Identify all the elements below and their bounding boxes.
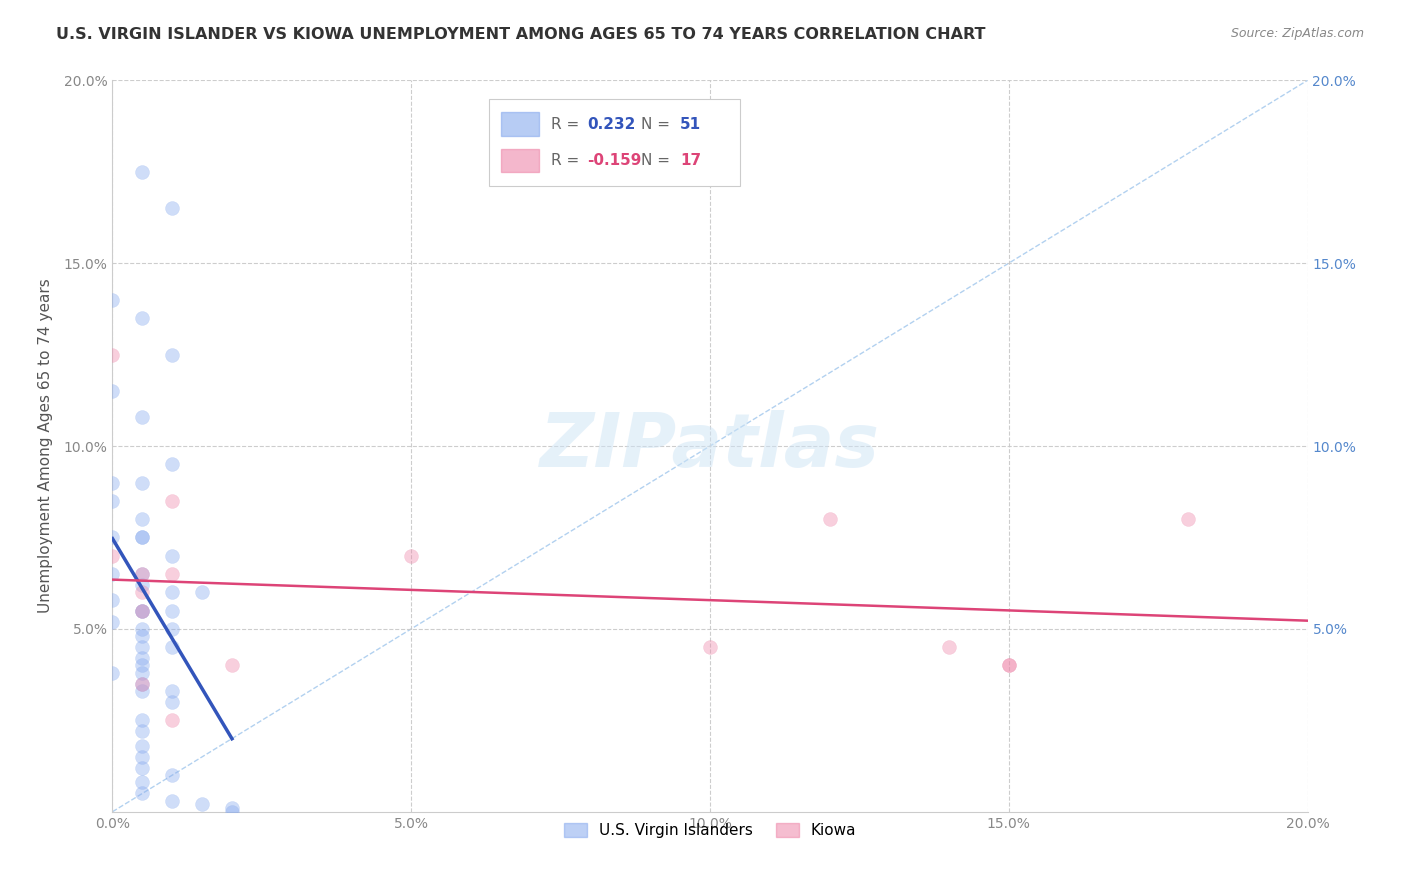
Point bbox=[818, 512, 841, 526]
Point bbox=[101, 530, 124, 544]
Point bbox=[998, 658, 1021, 673]
Text: R =: R = bbox=[551, 117, 585, 132]
FancyBboxPatch shape bbox=[501, 112, 538, 136]
Text: 17: 17 bbox=[681, 153, 702, 169]
Point bbox=[131, 578, 153, 592]
Y-axis label: Unemployment Among Ages 65 to 74 years: Unemployment Among Ages 65 to 74 years bbox=[38, 278, 52, 614]
Point bbox=[162, 695, 183, 709]
Point bbox=[131, 665, 153, 680]
Point bbox=[131, 761, 153, 775]
Point bbox=[131, 603, 153, 617]
FancyBboxPatch shape bbox=[489, 99, 740, 186]
Point bbox=[131, 310, 153, 325]
Point bbox=[162, 347, 183, 362]
Point bbox=[131, 530, 153, 544]
Point bbox=[162, 549, 183, 563]
Point bbox=[131, 567, 153, 582]
Point bbox=[101, 475, 124, 490]
Point bbox=[131, 567, 153, 582]
Point bbox=[162, 603, 183, 617]
Point bbox=[131, 640, 153, 655]
Point bbox=[162, 585, 183, 599]
Point bbox=[938, 640, 960, 655]
Point bbox=[162, 457, 183, 471]
Point bbox=[101, 567, 124, 582]
Point bbox=[131, 749, 153, 764]
Point bbox=[101, 494, 124, 508]
Point bbox=[162, 768, 183, 782]
Point bbox=[162, 684, 183, 698]
Point bbox=[221, 805, 243, 819]
Point bbox=[699, 640, 721, 655]
Point bbox=[998, 658, 1021, 673]
Text: ZIPatlas: ZIPatlas bbox=[540, 409, 880, 483]
Point bbox=[131, 603, 153, 617]
Point bbox=[221, 658, 243, 673]
Point bbox=[1177, 512, 1199, 526]
Text: -0.159: -0.159 bbox=[586, 153, 641, 169]
Point bbox=[191, 797, 214, 812]
Point bbox=[101, 384, 124, 398]
Point bbox=[101, 665, 124, 680]
Point bbox=[162, 201, 183, 215]
Text: 0.232: 0.232 bbox=[586, 117, 636, 132]
Point bbox=[162, 622, 183, 636]
Text: U.S. VIRGIN ISLANDER VS KIOWA UNEMPLOYMENT AMONG AGES 65 TO 74 YEARS CORRELATION: U.S. VIRGIN ISLANDER VS KIOWA UNEMPLOYME… bbox=[56, 27, 986, 42]
Point bbox=[131, 775, 153, 789]
Point bbox=[101, 615, 124, 629]
Point bbox=[131, 676, 153, 690]
FancyBboxPatch shape bbox=[501, 149, 538, 172]
Point bbox=[101, 592, 124, 607]
Point bbox=[131, 603, 153, 617]
Point bbox=[131, 684, 153, 698]
Point bbox=[131, 475, 153, 490]
Point bbox=[131, 512, 153, 526]
Point bbox=[131, 714, 153, 728]
Text: N =: N = bbox=[641, 117, 675, 132]
Point bbox=[131, 739, 153, 753]
Point bbox=[162, 714, 183, 728]
Text: N =: N = bbox=[641, 153, 675, 169]
Text: R =: R = bbox=[551, 153, 585, 169]
Point bbox=[131, 787, 153, 801]
Point bbox=[131, 651, 153, 665]
Point bbox=[162, 794, 183, 808]
Point bbox=[131, 164, 153, 178]
Point bbox=[131, 622, 153, 636]
Point bbox=[131, 629, 153, 643]
Text: Source: ZipAtlas.com: Source: ZipAtlas.com bbox=[1230, 27, 1364, 40]
Point bbox=[101, 293, 124, 307]
Legend: U.S. Virgin Islanders, Kiowa: U.S. Virgin Islanders, Kiowa bbox=[558, 816, 862, 845]
Point bbox=[131, 409, 153, 424]
Point bbox=[131, 724, 153, 739]
Point bbox=[162, 567, 183, 582]
Point bbox=[221, 801, 243, 815]
Point bbox=[131, 530, 153, 544]
Point bbox=[101, 549, 124, 563]
Point bbox=[101, 347, 124, 362]
Point bbox=[131, 676, 153, 690]
Point bbox=[162, 494, 183, 508]
Point bbox=[401, 549, 423, 563]
Point bbox=[131, 585, 153, 599]
Point bbox=[162, 640, 183, 655]
Point bbox=[131, 658, 153, 673]
Text: 51: 51 bbox=[681, 117, 702, 132]
Point bbox=[191, 585, 214, 599]
